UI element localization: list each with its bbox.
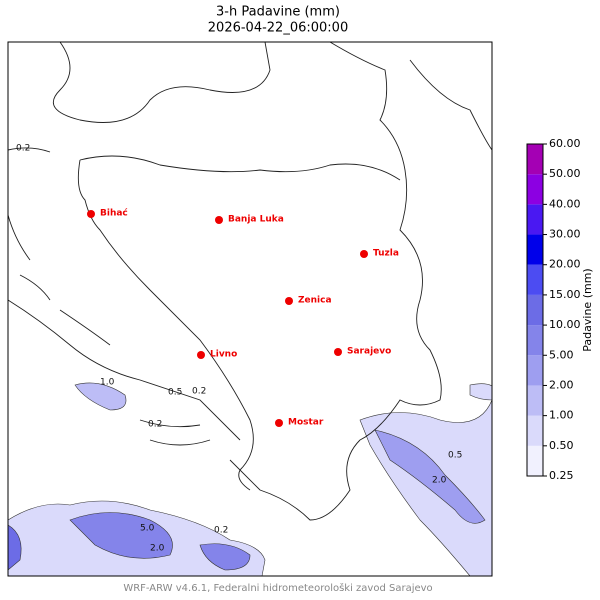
colorbar-segment	[527, 385, 543, 416]
colorbar-tick-label: 0.25	[549, 469, 574, 482]
borders	[7, 41, 493, 521]
colorbar-tick-label: 1.00	[549, 409, 574, 422]
contour-label: 2.0	[432, 476, 447, 486]
colorbar-segment	[527, 264, 543, 295]
city-marker	[334, 348, 342, 356]
colorbar-segment	[527, 174, 543, 205]
city-marker	[87, 210, 95, 218]
colorbar-tick-label: 30.00	[549, 228, 581, 241]
cities: Bihać Banja Luka Tuzla Zenica Sarajevo Livno M…	[87, 208, 399, 428]
colorbar-segment	[527, 204, 543, 235]
colorbar-segment	[527, 445, 543, 476]
colorbar-tick-label: 0.50	[549, 439, 574, 452]
city-marker	[215, 216, 223, 224]
city-marker	[275, 419, 283, 427]
colorbar-tick-label: 60.00	[549, 137, 581, 150]
city-marker	[360, 250, 368, 258]
colorbar-segment	[527, 234, 543, 265]
colorbar-tick-label: 5.00	[549, 348, 574, 361]
city-label: Zenica	[298, 296, 332, 306]
colorbar-segment	[527, 144, 543, 175]
city-label: Tuzla	[373, 249, 399, 259]
title: 3-h Padavine (mm)	[216, 5, 340, 20]
city-label: Sarajevo	[347, 347, 391, 357]
colorbar-segment	[527, 294, 543, 326]
contour-label: 5.0	[140, 524, 155, 534]
contour-labels: 0.2 0.2 0.5 0.2 0.2 1.0 2.0 5.0 0.5 2.0	[16, 144, 462, 554]
colorbar-label: Padavine (mm)	[581, 268, 594, 351]
city-label: Livno	[210, 350, 237, 360]
city-label: Banja Luka	[228, 215, 284, 225]
city-marker	[285, 297, 293, 305]
colorbar-tick-label: 2.00	[549, 378, 574, 391]
colorbar-tick-label: 20.00	[549, 258, 581, 271]
contour-label: 0.2	[16, 144, 30, 154]
contour-label: 0.5	[168, 388, 182, 398]
city-marker	[197, 351, 205, 359]
colorbar: Padavine (mm) 0.25 0.50 1.00 2.00 5.00 10.00 1…	[526, 137, 594, 482]
map-area: 0.2 0.2 0.5 0.2 0.2 1.0 2.0 5.0 0.5 2.0 Bihać Banj…	[7, 41, 493, 577]
city-label: Bihać	[100, 208, 128, 219]
city-label: Mostar	[288, 418, 324, 428]
colorbar-segment	[527, 415, 543, 446]
colorbar-frame	[526, 143, 544, 477]
colorbar-tick-label: 10.00	[549, 318, 581, 331]
precip-fields	[7, 382, 493, 577]
colorbar-tick-label: 15.00	[549, 288, 581, 301]
colorbar-segment	[527, 355, 543, 386]
colorbar-tick-label: 50.00	[549, 167, 581, 180]
contour-label: 2.0	[150, 544, 165, 554]
colorbar-segment	[527, 325, 543, 356]
contour-label: 0.2	[214, 526, 228, 536]
contour-label: 0.5	[448, 451, 462, 461]
footer: WRF-ARW v4.6.1, Federalni hidrometeorolo…	[123, 582, 432, 594]
contour-label: 0.2	[192, 387, 206, 397]
subtitle: 2026-04-22_06:00:00	[208, 21, 348, 36]
colorbar-tick-label: 40.00	[549, 197, 581, 210]
contour-label: 0.2	[148, 420, 162, 430]
contour-label: 1.0	[100, 378, 115, 388]
